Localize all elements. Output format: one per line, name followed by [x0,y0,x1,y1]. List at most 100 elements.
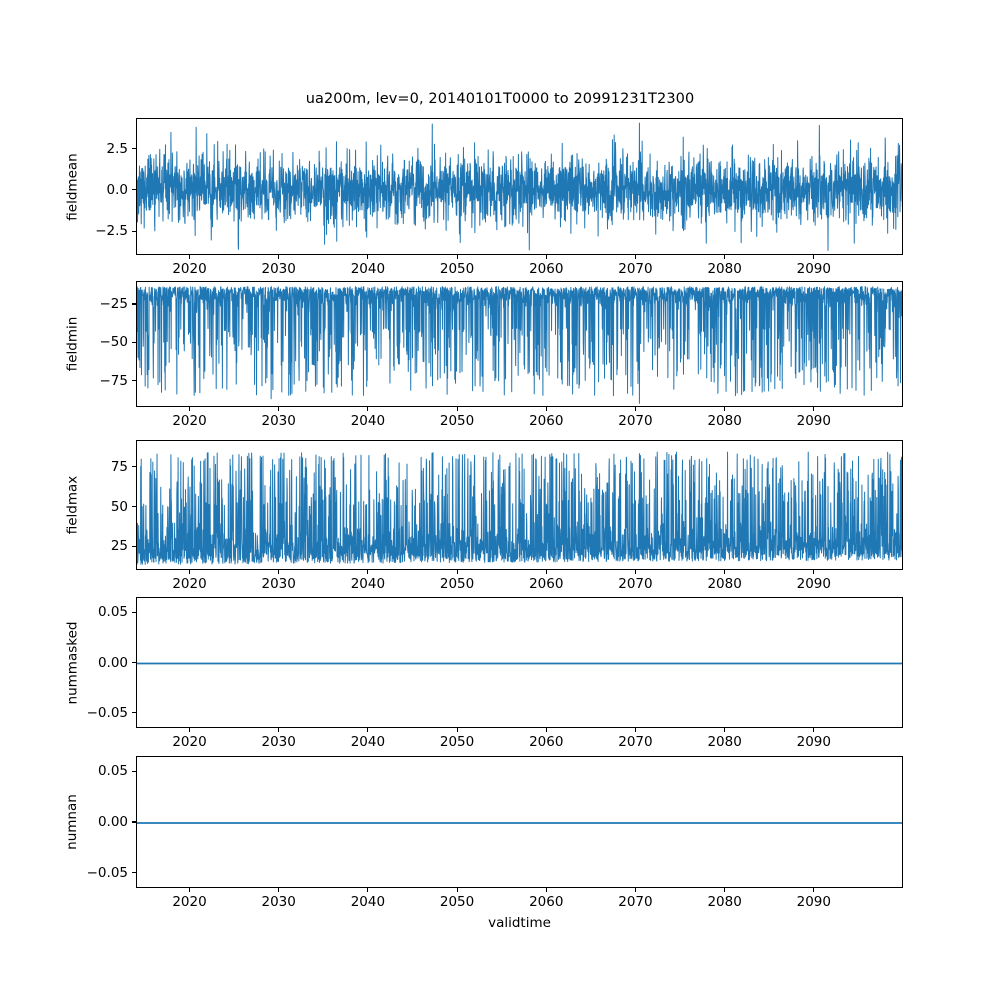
xtick-label: 2080 [707,894,742,910]
xtick-label: 2070 [618,734,653,750]
xtick-mark [367,255,369,259]
xtick-label: 2060 [529,894,564,910]
xtick-label: 2080 [707,576,742,592]
ytick-mark [132,872,136,874]
xtick-label: 2090 [796,576,831,592]
ytick-label: 0.0 [106,181,128,198]
xtick-mark [456,570,458,574]
ytick-mark [132,466,136,468]
xtick-label: 2080 [707,261,742,277]
xtick-mark [813,407,815,411]
xtick-label: 2060 [529,413,564,429]
axes-frame-numnan [136,756,903,888]
xtick-mark [724,255,726,259]
ytick-label: 25 [110,538,128,555]
xtick-label: 2070 [618,261,653,277]
ytick-label: 0.00 [97,654,128,671]
xtick-mark [278,570,280,574]
xtick-mark [188,407,191,411]
xtick-label: 2090 [796,734,831,750]
data-trace-nummasked [137,662,902,665]
ytick-label: −25 [99,296,129,313]
ytick-label: 0.05 [97,763,128,780]
data-trace-fieldmin [137,286,902,404]
axes-frame-fieldmax [136,440,903,570]
xtick-label: 2060 [529,576,564,592]
xtick-mark [278,888,280,892]
series-line [137,451,902,565]
series-line [137,122,902,251]
xtick-label: 2050 [439,734,475,750]
xtick-mark [456,407,458,411]
xtick-mark [545,888,547,892]
xtick-mark [278,407,280,411]
xtick-mark [188,888,191,892]
ytick-mark [132,341,136,343]
xtick-label: 2080 [707,734,742,750]
ytick-label: −50 [99,334,129,351]
ytick-label: 2.5 [106,140,128,157]
ytick-label: 50 [110,498,128,515]
plot-panel-numnan: 0.05 0.00 −0.05 2020 2030 2040 2050 2060 2070 208… [87,756,903,910]
ytick-mark [132,147,136,150]
xtick-label: 2030 [261,734,296,750]
xtick-label: 2020 [172,413,207,429]
xtick-label: 2030 [261,261,296,277]
xtick-label: 2060 [529,261,564,277]
xtick-mark [724,728,726,732]
xaxis-label: validtime [488,915,551,931]
xtick-label: 2070 [618,413,653,429]
ytick-mark [132,380,136,382]
xtick-mark [367,407,369,411]
ytick-mark [132,545,136,547]
xtick-mark [724,888,726,892]
page-title: ua200m, lev=0, 20140101T0000 to 20991231… [305,91,695,107]
ytick-mark [132,230,136,232]
ytick-label: −75 [99,372,129,389]
xtick-mark [545,255,547,259]
xtick-mark [188,728,191,732]
series-line [137,286,902,404]
yaxis-label-fieldmin: fieldmin [63,316,80,372]
xtick-mark [188,255,191,259]
ytick-mark [132,611,136,613]
data-trace-numnan [137,822,902,824]
yaxis-label-fieldmean: fieldmean [64,152,81,221]
axes-frame-nummasked [136,597,903,728]
xtick-mark [545,407,547,411]
ytick-label: 0.00 [97,814,128,830]
xtick-label: 2020 [172,261,207,277]
xtick-label: 2020 [172,894,207,910]
xtick-label: 2040 [350,734,386,750]
ytick-mark [132,189,136,191]
xtick-label: 2050 [439,894,475,910]
xtick-mark [634,570,636,574]
xtick-mark [813,728,815,732]
ytick-mark [132,770,136,772]
xtick-label: 2080 [707,413,742,429]
ytick-mark [132,303,136,305]
plot-panel-fieldmax: 75 50 25 2020 2030 2040 2050 2060 2070 2080 2090 [111,440,903,592]
xtick-label: 2040 [350,894,386,910]
axes-frame-fieldmin [136,281,903,407]
ytick-mark [132,661,136,664]
yaxis-label-nummasked: nummasked [63,621,80,704]
xtick-mark [634,728,636,732]
xtick-mark [634,888,636,892]
xtick-mark [278,728,280,732]
xtick-mark [367,728,369,732]
ytick-label: −0.05 [86,864,128,881]
xtick-label: 2020 [172,576,207,592]
xtick-label: 2090 [796,413,831,429]
data-trace-fieldmean [137,122,902,251]
ytick-mark [132,712,136,714]
xtick-label: 2030 [261,576,296,592]
xtick-label: 2050 [439,576,475,592]
xtick-label: 2070 [618,894,653,910]
xtick-label: 2040 [350,261,386,277]
xtick-mark [813,888,815,892]
ytick-label: −0.05 [86,704,128,721]
xtick-label: 2050 [439,261,475,277]
plot-panel-fieldmin: −25 −50 −75 2020 2030 2040 2050 2060 2070 2080 209… [100,281,903,429]
